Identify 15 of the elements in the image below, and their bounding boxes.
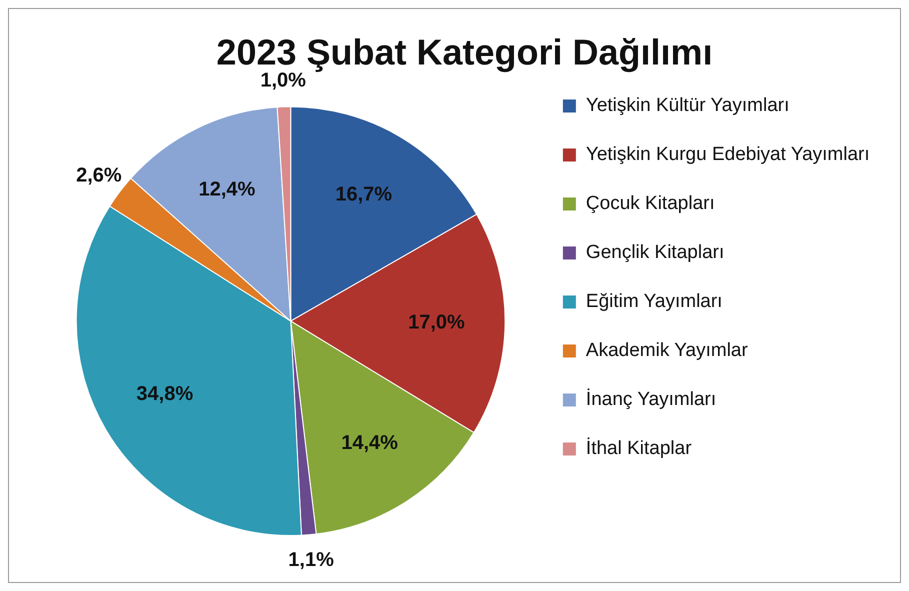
legend-label: Eğitim Yayımları bbox=[586, 291, 722, 312]
legend-label: İthal Kitaplar bbox=[586, 437, 692, 460]
data-label: 34,8% bbox=[136, 383, 194, 406]
data-label: 12,4% bbox=[198, 178, 256, 200]
data-label: 2,6% bbox=[76, 164, 122, 187]
legend-label: Yetişkin Kültür Yayımları bbox=[586, 95, 790, 116]
data-label: 1,1% bbox=[288, 549, 334, 572]
legend-label: Yetişkin Kurgu Edebiyat Yayımları bbox=[586, 144, 870, 166]
legend-label: Çocuk Kitapları bbox=[586, 193, 715, 214]
legend-label: İnanç Yayımları bbox=[586, 388, 716, 410]
legend-label: Gençlik Kitapları bbox=[586, 242, 724, 264]
legend-label: Akademik Yayımlar bbox=[586, 340, 748, 362]
data-label: 17,0% bbox=[408, 311, 466, 334]
data-label: 16,7% bbox=[335, 183, 392, 206]
data-label: 14,4% bbox=[341, 432, 398, 454]
